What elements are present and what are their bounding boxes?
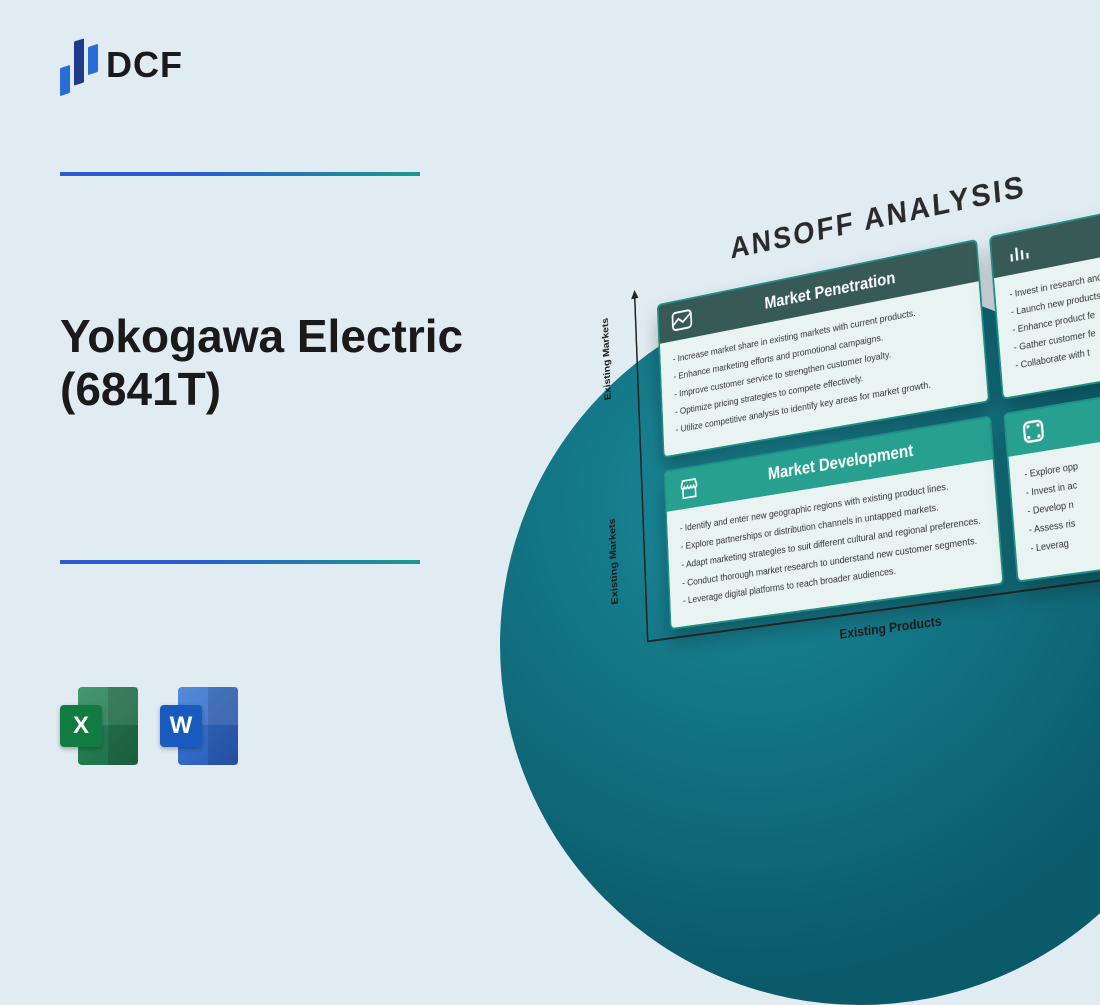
storefront-icon <box>678 475 701 500</box>
divider-bottom <box>60 560 420 564</box>
expand-icon <box>1020 417 1047 444</box>
divider-top <box>60 172 420 176</box>
y-axis-label-bottom: Existing Markets <box>609 593 620 605</box>
page-title: Yokogawa Electric (6841T) <box>60 310 463 416</box>
excel-icon[interactable]: X <box>60 687 138 765</box>
image-icon <box>671 308 693 333</box>
y-axis-label-top: Existing Markets <box>602 389 613 401</box>
bar-chart-icon <box>1005 239 1031 266</box>
word-icon[interactable]: W <box>160 687 238 765</box>
logo-bars-icon <box>60 34 98 96</box>
file-icons-row: X W <box>60 687 238 765</box>
card-diversification: Explore opp Invest in ac Develop n Asses… <box>1003 384 1100 583</box>
ansoff-matrix: ANSOFF ANALYSIS Existing Markets Existin… <box>625 142 1100 671</box>
logo-text: DCF <box>106 44 183 86</box>
card-product-development: Invest in research and Launch new produc… <box>989 202 1100 400</box>
dcf-logo: DCF <box>60 40 183 90</box>
